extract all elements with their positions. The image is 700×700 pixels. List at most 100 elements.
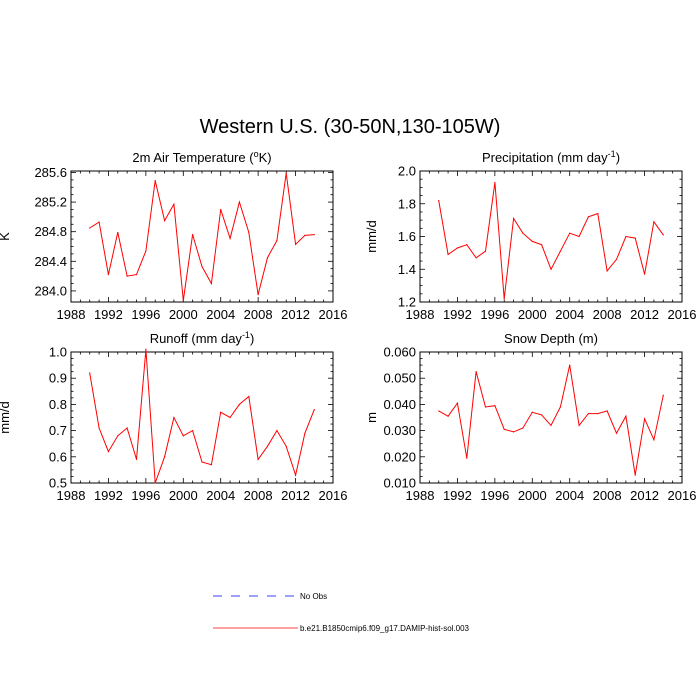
data-point (257, 458, 259, 461)
series-line (89, 173, 315, 301)
data-point (662, 234, 664, 236)
x-tick-label: 2000 (518, 488, 547, 503)
data-point (89, 227, 91, 229)
data-point (634, 474, 636, 476)
data-point (285, 445, 287, 447)
data-point (606, 270, 608, 272)
plot-frame (419, 351, 683, 484)
panel-title-tail: ) (250, 331, 254, 346)
data-point (447, 253, 449, 256)
data-point (107, 274, 110, 276)
data-point (522, 232, 524, 234)
data-point (541, 244, 543, 246)
y-tick-label: 0.9 (49, 371, 67, 386)
data-point (238, 403, 241, 405)
plot-frame (70, 351, 334, 484)
x-tick-label: 2004 (555, 307, 584, 322)
data-point (615, 258, 618, 261)
y-tick-label: 1.8 (398, 196, 416, 211)
data-point (238, 201, 241, 203)
data-point (569, 364, 571, 366)
data-point (248, 231, 250, 234)
data-point (475, 257, 477, 259)
data-point (625, 415, 627, 417)
data-point (466, 457, 468, 459)
panel-title: Snow Depth (m) (504, 331, 598, 346)
series-line (438, 182, 664, 299)
y-tick-label: 284.4 (34, 254, 67, 269)
data-point (266, 256, 269, 259)
data-point (578, 424, 580, 426)
data-point (503, 428, 505, 430)
x-tick-label: 2000 (169, 488, 198, 503)
data-point (466, 244, 468, 246)
data-point (294, 474, 297, 476)
panel-title-tail: ) (616, 150, 620, 165)
x-tick-label: 2012 (630, 307, 659, 322)
data-point (145, 250, 147, 252)
panel-1: 1988 1992 1996 2000 2004 2008 2012 2016 284.0 284… (0, 149, 347, 322)
data-point (285, 172, 287, 174)
data-point (135, 274, 138, 276)
panel-title-main: Precipitation (mm day (482, 150, 608, 165)
y-tick-label: 0.050 (383, 371, 416, 386)
data-point (98, 427, 100, 429)
y-tick-label: 285.6 (34, 165, 67, 180)
data-point (276, 239, 278, 242)
panel-title: Runoff (mm day-1) (150, 330, 255, 346)
y-axis-label: mm/d (0, 401, 12, 434)
data-point (456, 247, 459, 249)
y-tick-label: 284.8 (34, 224, 67, 239)
x-tick-label: 2000 (518, 307, 547, 322)
x-tick-label: 1988 (406, 488, 435, 503)
data-point (447, 415, 449, 417)
panel-2: 1988 1992 1996 2000 2004 2008 2012 2016 1.2 1.4 1.… (364, 149, 696, 322)
data-point (438, 199, 440, 202)
data-point (89, 372, 91, 374)
data-point (634, 237, 636, 239)
figure-title: Western U.S. (30-50N,130-105W) (199, 116, 501, 138)
x-tick-label: 2008 (244, 488, 273, 503)
data-point (512, 217, 515, 220)
data-point (597, 212, 599, 215)
data-point (494, 405, 496, 407)
x-tick-label: 2004 (206, 488, 235, 503)
data-point (653, 221, 655, 223)
data-point (304, 432, 306, 434)
data-point (220, 208, 222, 211)
y-tick-label: 0.5 (49, 476, 67, 491)
data-point (210, 282, 212, 285)
panel-title-main: Runoff (mm day (150, 331, 243, 346)
data-point (248, 395, 250, 398)
series-line (89, 349, 315, 484)
x-tick-label: 1996 (131, 307, 160, 322)
data-point (163, 219, 166, 222)
data-point (559, 406, 561, 408)
x-tick-label: 1992 (94, 488, 123, 503)
y-axis-label: K (0, 232, 12, 241)
data-point (201, 265, 203, 268)
panel-title: Precipitation (mm day-1) (482, 149, 620, 165)
x-tick-label: 1992 (443, 307, 472, 322)
data-point (313, 234, 315, 236)
x-tick-label: 1992 (443, 488, 472, 503)
panel-4: 1988 1992 1996 2000 2004 2008 2012 2016 0.010 0.0… (364, 331, 696, 503)
data-point (145, 348, 147, 350)
data-point (163, 456, 166, 458)
data-point (192, 234, 194, 236)
legend-label-model: b.e21.B1850cmip6.f09_g17.DAMIP-hist-sol.… (300, 624, 470, 633)
data-point (503, 298, 505, 300)
data-point (559, 250, 561, 252)
data-point (484, 406, 487, 408)
y-tick-label: 1.0 (49, 345, 67, 360)
x-tick-label: 2004 (206, 307, 235, 322)
data-point (276, 430, 278, 432)
panel-title-main: 2m Air Temperature ( (132, 150, 254, 165)
x-tick-label: 1988 (57, 307, 86, 322)
legend-label-no-obs: No Obs (300, 592, 327, 601)
data-point (210, 464, 212, 466)
x-tick-label: 1992 (94, 307, 123, 322)
data-point (550, 268, 552, 270)
data-point (484, 250, 487, 252)
